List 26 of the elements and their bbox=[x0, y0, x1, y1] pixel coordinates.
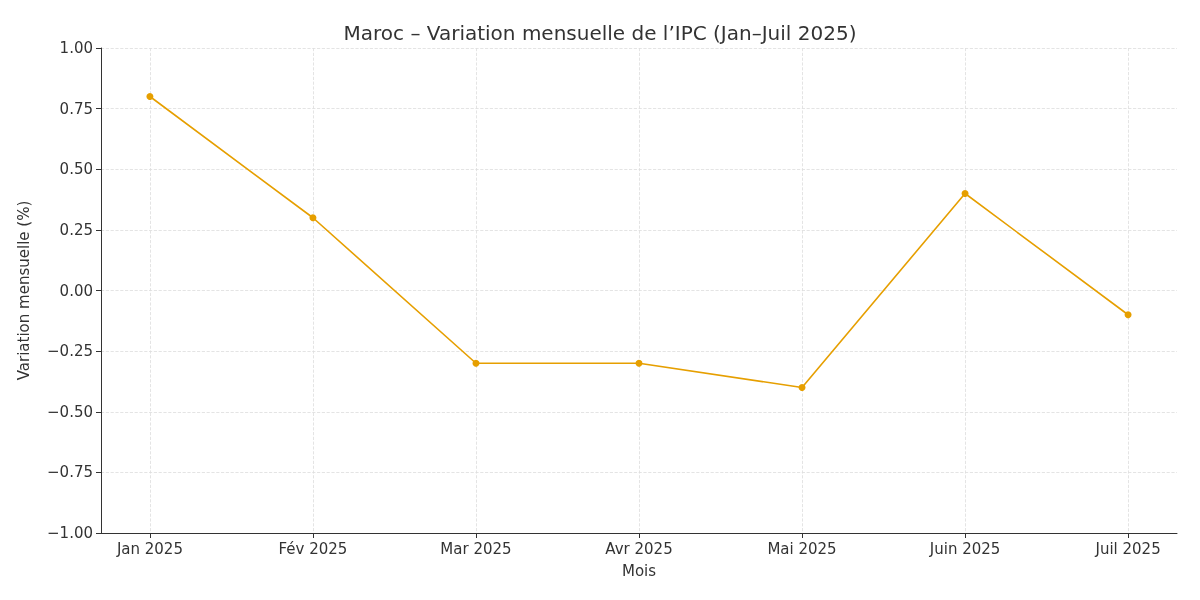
point bbox=[635, 359, 643, 367]
y-tick-label: 0.00 bbox=[59, 281, 93, 300]
y-tick-label: −0.50 bbox=[47, 402, 93, 421]
y-axis-title: Variation mensuelle (%) bbox=[14, 200, 33, 381]
chart-title: Maroc – Variation mensuelle de l’IPC (Jan–Juil 2025) bbox=[343, 21, 857, 45]
point bbox=[1124, 311, 1132, 319]
x-tick-label: Juil 2025 bbox=[1094, 539, 1161, 558]
y-tick-label: −0.75 bbox=[47, 463, 93, 482]
point bbox=[472, 359, 480, 367]
y-tick-label: −0.25 bbox=[47, 342, 93, 361]
x-tick-label: Avr 2025 bbox=[605, 539, 673, 558]
x-tick-label: Fév 2025 bbox=[278, 539, 348, 558]
x-tick-label: Mai 2025 bbox=[767, 539, 837, 558]
x-tick-label: Jan 2025 bbox=[115, 539, 183, 558]
x-tick-label: Mar 2025 bbox=[440, 539, 512, 558]
point bbox=[146, 93, 154, 100]
y-tick-label: 0.50 bbox=[59, 160, 93, 179]
x-tick-label: Juin 2025 bbox=[928, 539, 1001, 558]
y-tick-label: 1.00 bbox=[59, 39, 93, 57]
y-tick-label: 0.75 bbox=[59, 99, 93, 118]
point bbox=[309, 214, 317, 222]
y-tick-label: 0.25 bbox=[59, 220, 93, 239]
point bbox=[798, 384, 806, 391]
x-axis-title: Mois bbox=[621, 561, 657, 580]
y-tick-label: −1.00 bbox=[47, 524, 93, 542]
point bbox=[961, 190, 969, 197]
